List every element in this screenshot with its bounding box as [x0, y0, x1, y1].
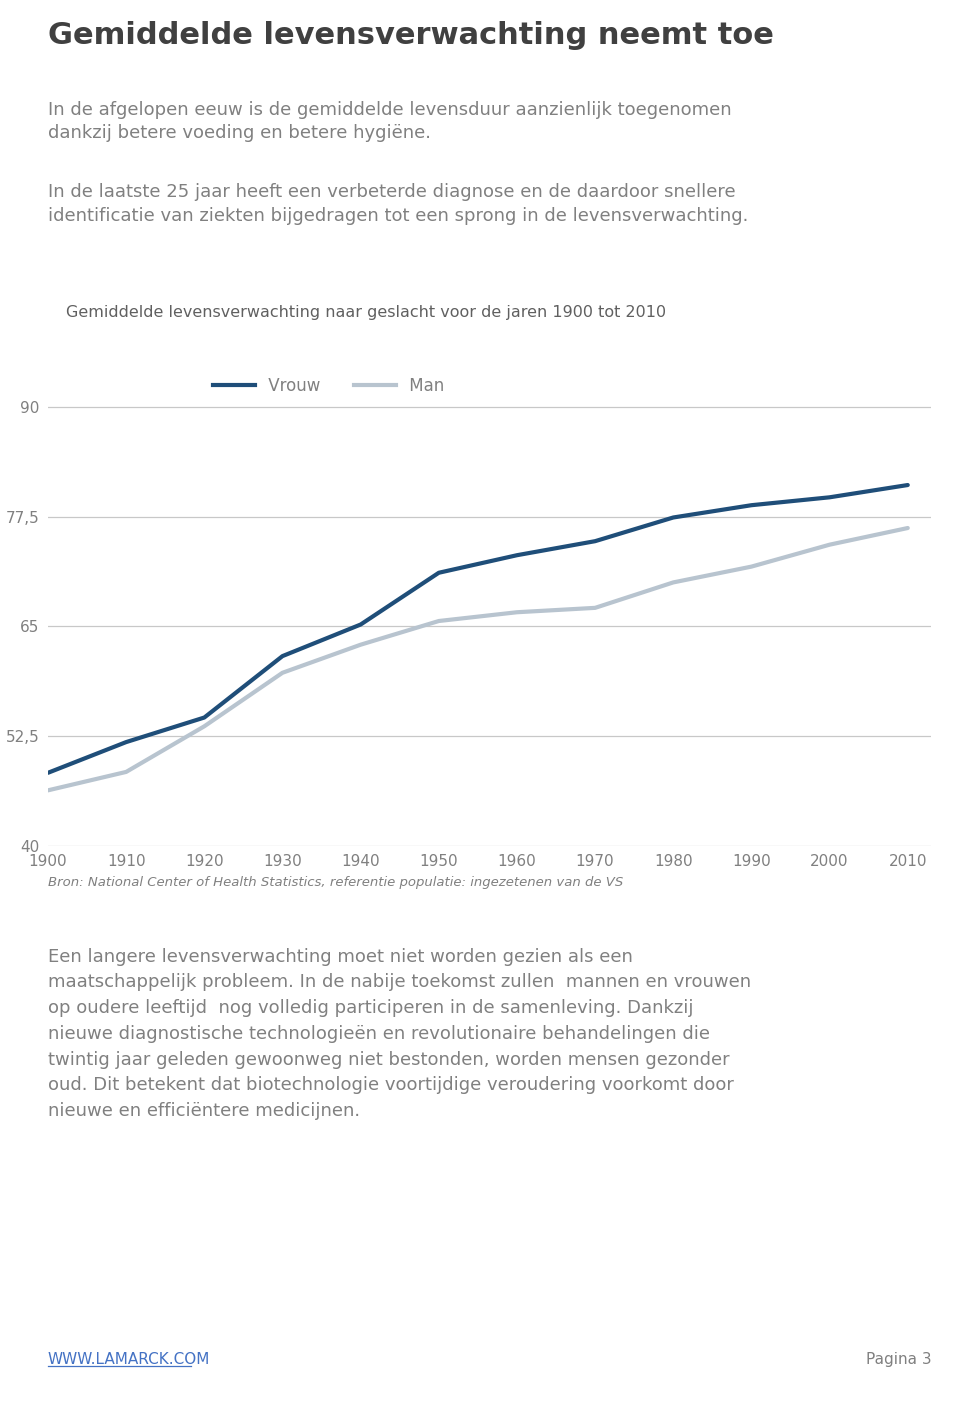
Text: In de laatste 25 jaar heeft een verbeterde diagnose en de daardoor snellere
iden: In de laatste 25 jaar heeft een verbeter… [48, 183, 749, 225]
Text: Gemiddelde levensverwachting naar geslacht voor de jaren 1900 tot 2010: Gemiddelde levensverwachting naar geslac… [65, 305, 666, 321]
Text: Pagina 3: Pagina 3 [866, 1351, 931, 1367]
Text: Een langere levensverwachting moet niet worden gezien als een
maatschappelijk pr: Een langere levensverwachting moet niet … [48, 948, 751, 1121]
Text: Bron: National Center of Health Statistics, referentie populatie: ingezetenen va: Bron: National Center of Health Statisti… [48, 876, 623, 889]
Text: In de afgelopen eeuw is de gemiddelde levensduur aanzienlijk toegenomen
dankzij : In de afgelopen eeuw is de gemiddelde le… [48, 101, 732, 142]
Text: Gemiddelde levensverwachting neemt toe: Gemiddelde levensverwachting neemt toe [48, 21, 774, 51]
Text: WWW.LAMARCK.COM: WWW.LAMARCK.COM [48, 1351, 210, 1367]
Legend:  Vrouw,  Man: Vrouw, Man [206, 370, 451, 402]
